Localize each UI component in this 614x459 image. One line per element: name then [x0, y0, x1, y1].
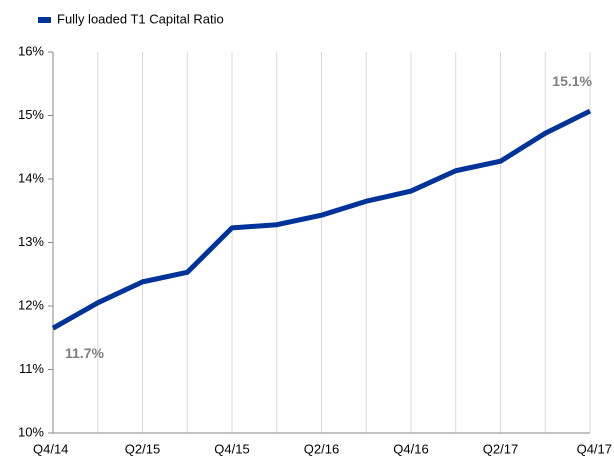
value-label: 15.1% [552, 73, 592, 89]
y-tick-label: 15% [18, 107, 44, 122]
line [51, 108, 592, 331]
y-tick-label: 11% [19, 361, 44, 376]
x-tick-label: Q4/16 [393, 441, 428, 456]
y-tick-label: 10% [18, 424, 44, 439]
x-tick-label: Q4/17 [577, 441, 612, 456]
y-tick-label: 13% [18, 234, 44, 249]
value-label: 11.7% [65, 345, 104, 361]
y-tick-label: 14% [18, 170, 44, 185]
legend-label: Fully loaded T1 Capital Ratio [57, 11, 224, 26]
x-tick-label: Q4/15 [214, 441, 249, 456]
x-tick-label: Q2/15 [125, 441, 160, 456]
y-tick-label: 12% [18, 297, 44, 312]
x-tick-label: Q4/14 [33, 441, 68, 456]
y-tick-label: 16% [18, 43, 44, 58]
x-tick-label: Q2/16 [304, 441, 339, 456]
x-tick-label: Q2/17 [483, 441, 518, 456]
legend-swatch [38, 17, 51, 23]
